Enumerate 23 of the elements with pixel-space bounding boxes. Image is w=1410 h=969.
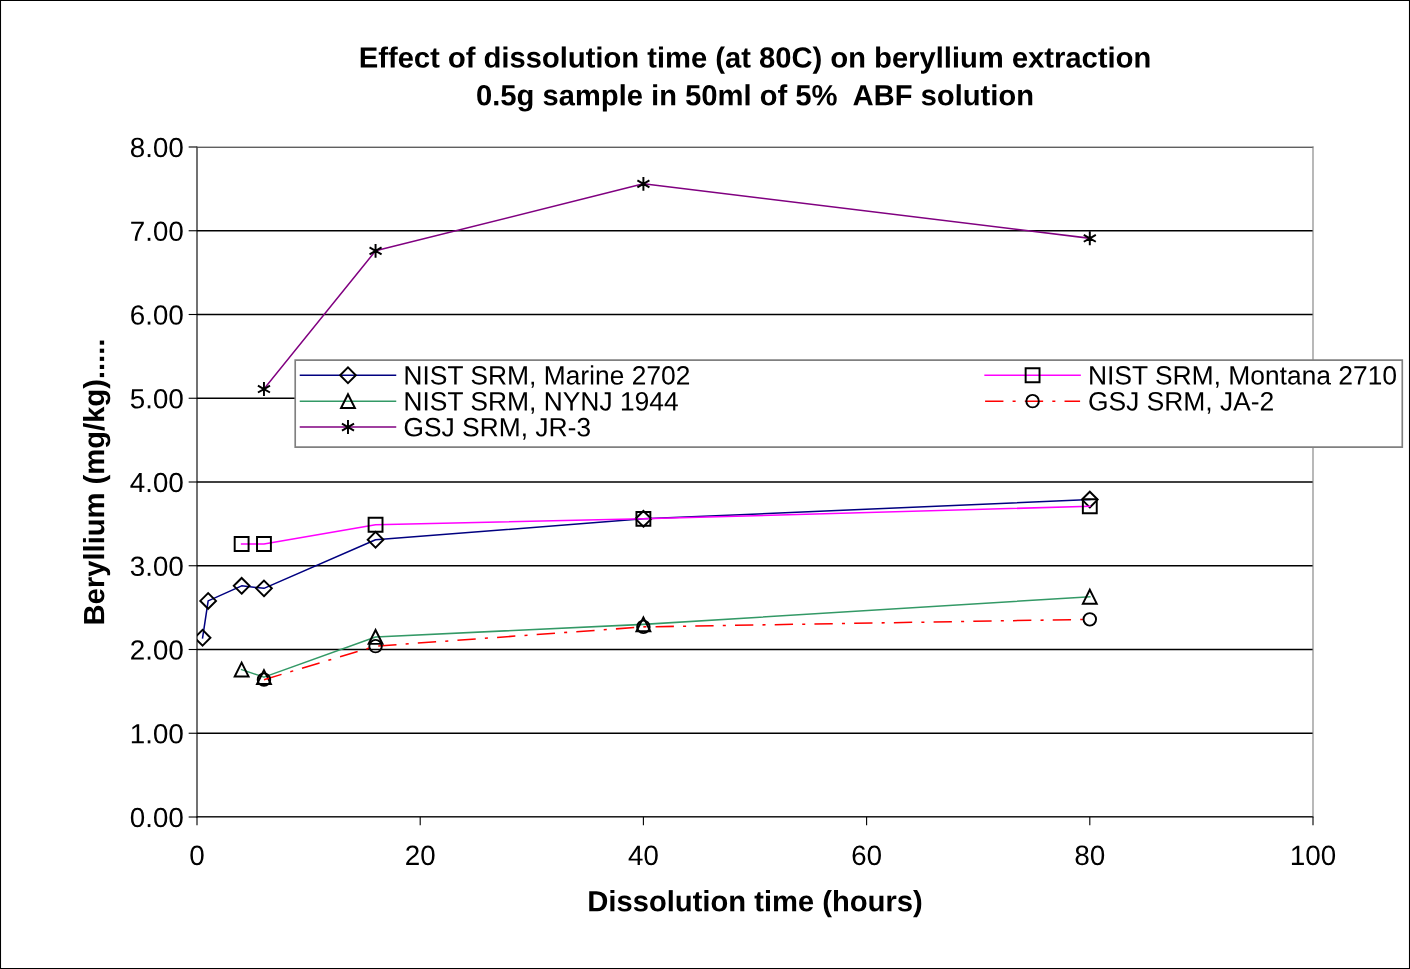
y-tick-label: 8.00 xyxy=(130,137,183,158)
y-tick-label: 2.00 xyxy=(131,640,183,660)
y-tick-label: 5.00 xyxy=(130,388,183,409)
y-axis-title: Beryllium (mg/kg)..... xyxy=(82,340,111,624)
legend-label: NIST SRM, Montana 2710 xyxy=(1090,366,1396,388)
x-tick-label: 60 xyxy=(852,845,881,866)
legend-label: GSJ SRM, JA-2 xyxy=(1089,391,1273,414)
chart-title: Effect of dissolution time (at 80C) on beryllium extraction 0.5g sample in 50ml of 5% ABF solution xyxy=(360,46,1150,112)
legend-label: NIST SRM, NYNJ 1944 xyxy=(405,391,678,414)
y-tick-label: 0.00 xyxy=(130,807,183,828)
y-tick-label: 7.00 xyxy=(131,221,183,242)
x-axis-title: Dissolution time (hours) xyxy=(589,890,922,918)
y-tick-label: 3.00 xyxy=(130,556,183,577)
legend-label: NIST SRM, Marine 2702 xyxy=(405,365,690,388)
x-tick-label: 100 xyxy=(1291,845,1336,866)
y-tick-label: 6.00 xyxy=(131,305,183,325)
x-tick-label: 20 xyxy=(406,845,435,866)
y-tick-label: 4.00 xyxy=(130,472,183,493)
y-tick-label: 1.00 xyxy=(131,723,183,744)
x-tick-label: 40 xyxy=(628,845,658,866)
x-tick-label: 80 xyxy=(1075,845,1105,866)
x-tick-label: 0 xyxy=(190,845,204,866)
legend-label: GSJ SRM, JR-3 xyxy=(404,417,590,440)
